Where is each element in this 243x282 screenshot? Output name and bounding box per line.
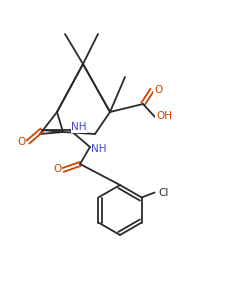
Text: Cl: Cl — [158, 188, 169, 197]
Text: OH: OH — [156, 111, 172, 121]
Text: NH: NH — [71, 122, 87, 132]
Text: NH: NH — [91, 144, 107, 154]
Text: O: O — [154, 85, 162, 95]
Text: O: O — [53, 164, 61, 174]
Text: O: O — [17, 137, 25, 147]
